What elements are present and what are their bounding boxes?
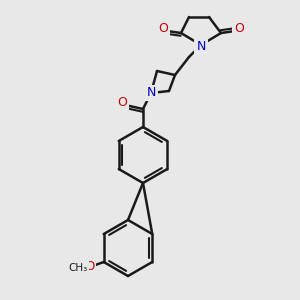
Text: N: N — [196, 40, 206, 52]
Text: O: O — [117, 97, 127, 110]
Text: O: O — [158, 22, 168, 35]
Text: O: O — [85, 260, 94, 274]
Text: CH₃: CH₃ — [68, 263, 87, 273]
Text: N: N — [146, 86, 156, 100]
Text: O: O — [234, 22, 244, 35]
